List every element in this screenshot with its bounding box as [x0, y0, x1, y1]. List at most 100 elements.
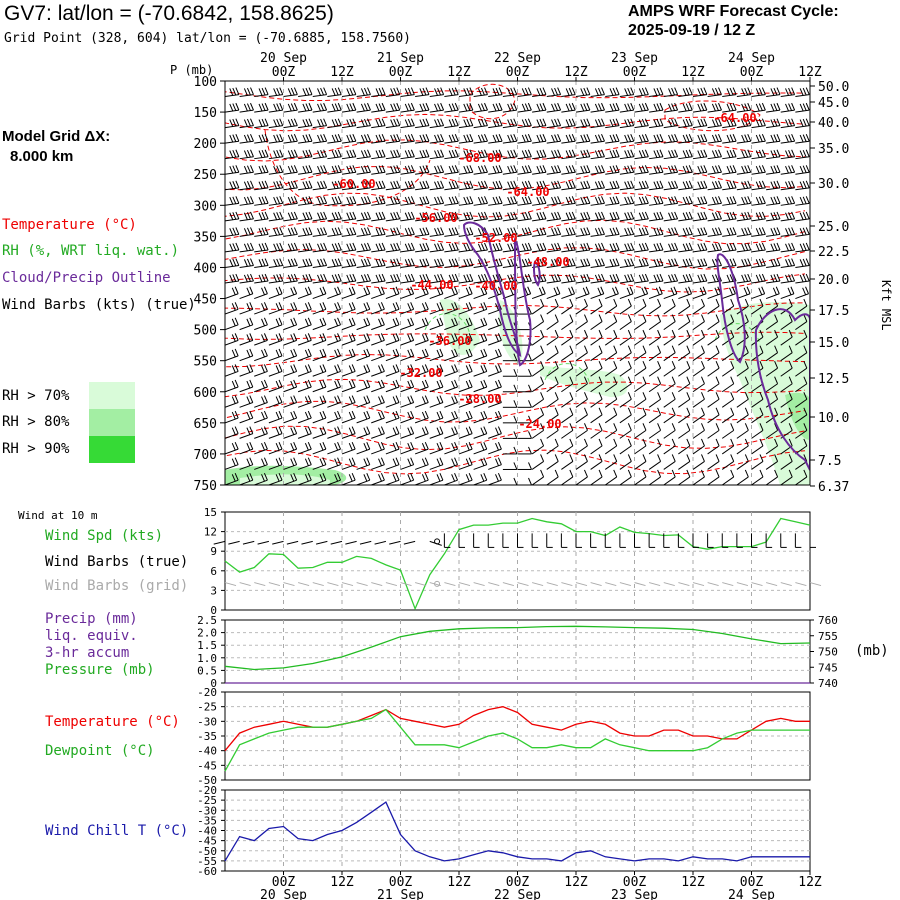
wind-barb-flag [758, 287, 763, 296]
wind-barb-shaft [444, 171, 459, 175]
wind-barb-flag [615, 165, 620, 173]
wind-barb-flag [609, 103, 614, 112]
wind-barb-flag [232, 258, 237, 267]
wind-barb-flag [360, 103, 365, 112]
wind-barb-flag [290, 258, 295, 267]
wind-barb-flag [304, 442, 309, 451]
wind-barb-flag [378, 318, 382, 327]
pressure-tick-label: 250 [194, 168, 217, 183]
wind-barb-flag [290, 303, 295, 311]
wind-barb-shaft [531, 352, 544, 362]
wind-barb-flag [670, 287, 675, 296]
wind-barb-flag [668, 259, 672, 267]
wind-barb-flag [773, 118, 778, 127]
wind-barb-flag [440, 149, 445, 157]
wind-barb-flag [451, 474, 456, 482]
wind-barb-shaft [795, 171, 810, 175]
wind-barb-shaft [371, 479, 385, 485]
wind-barb-flag [392, 458, 397, 466]
wind-barb-flag [654, 73, 657, 80]
wind-barb-flag [422, 258, 427, 267]
wind-barb-flag [791, 242, 796, 251]
wind-barb-flag [551, 243, 555, 252]
wind-barb-flag [396, 118, 401, 126]
wind-barb-flag [437, 243, 442, 251]
wind-barb-flag [348, 396, 353, 404]
wind-barb-flag [685, 258, 690, 267]
wind-barb-shaft [678, 265, 693, 268]
wind-barb-shaft [751, 429, 764, 439]
wind-barb-flag [668, 228, 672, 236]
wind-barb-flag [323, 242, 328, 251]
wind-barb-shaft [268, 109, 283, 113]
wind-barb-shaft [561, 293, 575, 300]
wind-barb-flag [788, 329, 793, 338]
wind-barb-flag [396, 227, 401, 235]
wind-barb-flag [463, 150, 468, 158]
wind-barb-flag [671, 392, 676, 400]
wind-barb-flag [600, 286, 605, 294]
wind-barb-flag [334, 380, 339, 389]
wind-barb-flag [644, 118, 649, 126]
wind-barb-flag [554, 243, 559, 251]
wind-barb-flag [524, 103, 529, 111]
wind-barb-shaft [766, 249, 781, 253]
wind-barb-flag [730, 438, 735, 447]
temperature-contour-label: -60.00 [332, 177, 375, 191]
wind-barb-flag [381, 180, 386, 189]
wind-barb-flag [451, 458, 456, 466]
wind-barb-flag [234, 395, 239, 403]
wind-barb-flag [671, 196, 676, 204]
wind-barb-shaft [312, 249, 327, 253]
wind-barb-flag [422, 274, 427, 282]
wind-barb-flag [759, 407, 764, 416]
grid-wind-barb [327, 582, 339, 587]
temperature-contour-label: -40.00 [474, 279, 517, 293]
wind-barb-flag [448, 88, 453, 96]
wind-barb-flag [656, 243, 661, 251]
wind-barb-shaft [605, 249, 620, 253]
wind-barb-shaft [356, 218, 371, 222]
wind-barb-flag [396, 273, 401, 282]
wind-barb-shaft [371, 156, 386, 160]
wind-barb-flag [542, 273, 547, 282]
wind-barb-flag [234, 302, 239, 310]
wind-barb-flag [392, 365, 397, 373]
wind-barb-shaft [444, 479, 458, 485]
wind-barb-shaft [356, 265, 371, 268]
bottom-hour-label: 12Z [564, 875, 588, 890]
pressure-tick-label: 100 [194, 75, 217, 90]
wind-barb-shaft [546, 305, 559, 315]
wind-barb-flag [235, 227, 240, 235]
wind-barb-shaft [488, 202, 503, 206]
wind-barb-flag [788, 361, 793, 369]
temp-tick-label: -35 [197, 730, 217, 743]
wind-barb-flag [803, 438, 808, 447]
precip-tick-label: 1.0 [197, 652, 217, 665]
wind-barb-flag [390, 259, 395, 267]
wind-barb-shaft [736, 383, 749, 393]
wind-barb-shaft [531, 429, 544, 439]
wind-barb-shaft [297, 370, 312, 377]
wind-barb-flag [366, 410, 371, 419]
wind-barb-flag [436, 427, 441, 435]
wind-barb-shaft [517, 125, 532, 129]
wind-barb-flag [554, 258, 559, 267]
wind-barb-flag [697, 274, 702, 283]
wind-barb-flag [378, 303, 382, 311]
wind-barb-shaft [502, 187, 517, 191]
wind-barb-flag [638, 119, 643, 127]
wind-barb-flag [320, 134, 325, 142]
wind-barb-shaft [444, 386, 458, 393]
wind-barb-flag [644, 242, 649, 251]
wind-barb-flag [711, 243, 716, 252]
wind-barb-flag [393, 87, 398, 96]
wind-barb-flag [755, 274, 760, 283]
wind-barb-flag [451, 318, 456, 327]
wind-barb-shaft [298, 140, 313, 144]
wind-barb-flag [638, 197, 643, 205]
wind-barb-flag [276, 165, 281, 173]
wind-barb-flag [293, 395, 298, 403]
wind-barb-flag [791, 211, 796, 220]
wind-barb-shaft [634, 171, 649, 175]
